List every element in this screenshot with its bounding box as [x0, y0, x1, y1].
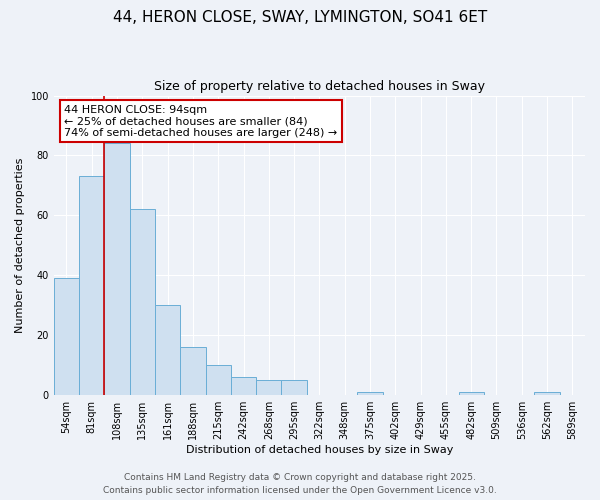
Bar: [256, 380, 281, 395]
Bar: [180, 348, 206, 395]
Bar: [281, 380, 307, 395]
X-axis label: Distribution of detached houses by size in Sway: Distribution of detached houses by size …: [186, 445, 453, 455]
Bar: [54, 278, 79, 395]
Text: 44 HERON CLOSE: 94sqm
← 25% of detached houses are smaller (84)
74% of semi-deta: 44 HERON CLOSE: 94sqm ← 25% of detached …: [64, 104, 338, 138]
Bar: [79, 176, 104, 395]
Bar: [458, 392, 484, 395]
Bar: [104, 144, 130, 395]
Bar: [206, 365, 231, 395]
Bar: [130, 210, 155, 395]
Bar: [155, 306, 180, 395]
Bar: [535, 392, 560, 395]
Title: Size of property relative to detached houses in Sway: Size of property relative to detached ho…: [154, 80, 485, 93]
Bar: [358, 392, 383, 395]
Text: Contains HM Land Registry data © Crown copyright and database right 2025.
Contai: Contains HM Land Registry data © Crown c…: [103, 474, 497, 495]
Y-axis label: Number of detached properties: Number of detached properties: [15, 158, 25, 333]
Bar: [231, 377, 256, 395]
Text: 44, HERON CLOSE, SWAY, LYMINGTON, SO41 6ET: 44, HERON CLOSE, SWAY, LYMINGTON, SO41 6…: [113, 10, 487, 25]
